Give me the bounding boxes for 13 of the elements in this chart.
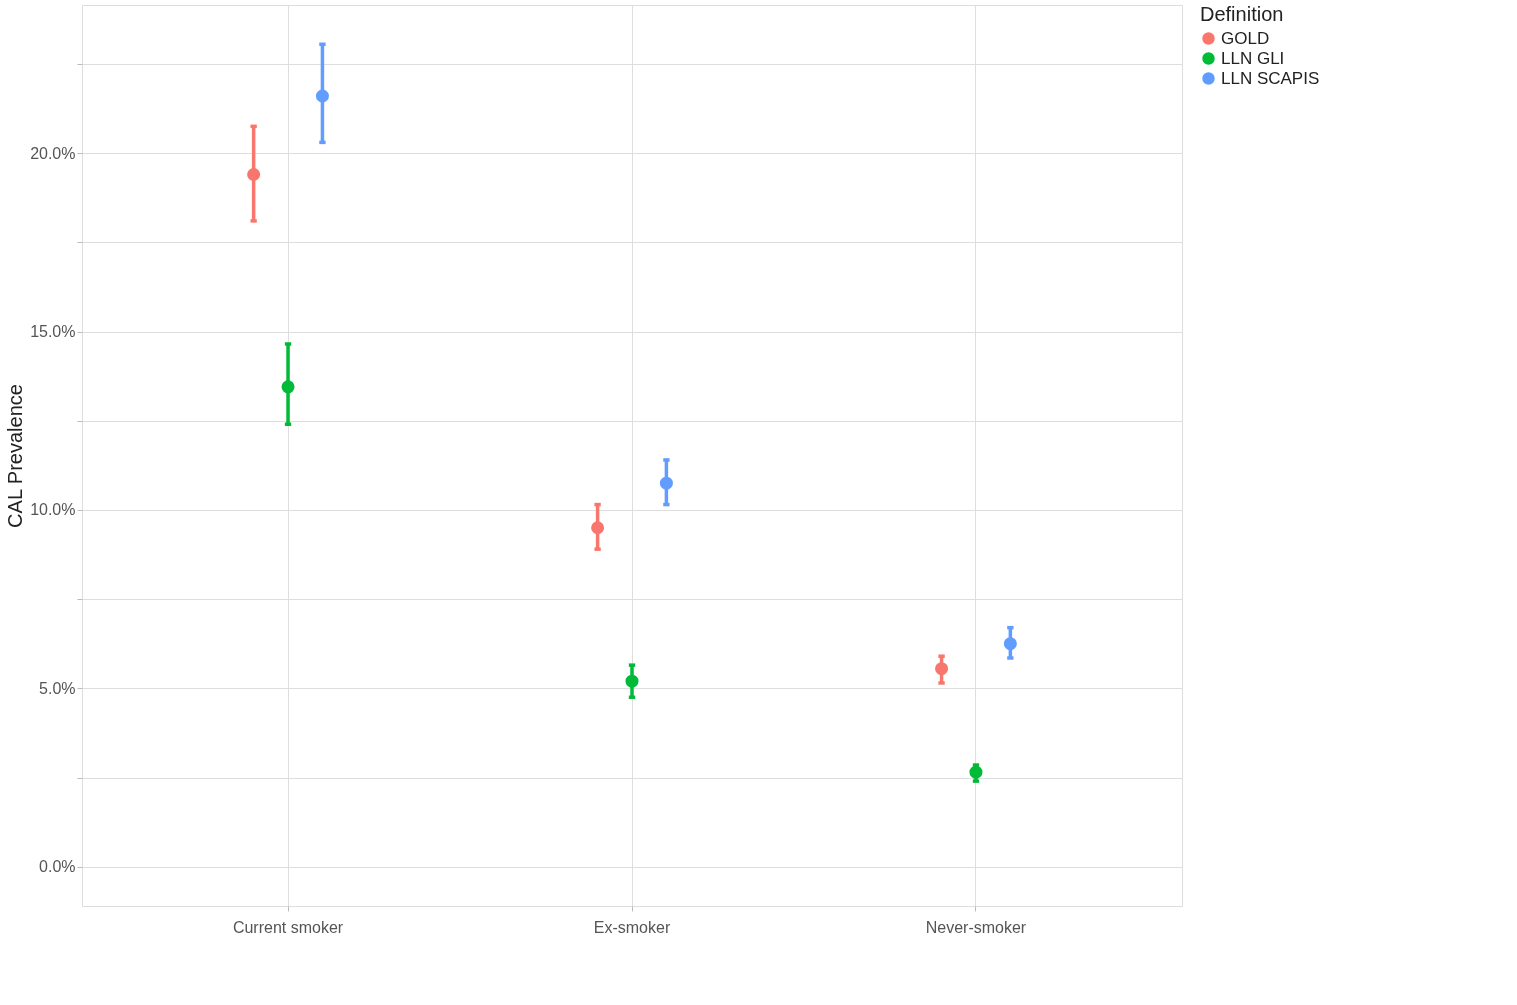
legend-title: Definition bbox=[1200, 3, 1284, 25]
legend-label: LLN GLI bbox=[1221, 48, 1285, 68]
y-tick-label: 5.0% bbox=[39, 679, 76, 697]
x-tick-label: Current smoker bbox=[232, 918, 344, 936]
y-axis-title: CAL Prevalence bbox=[4, 384, 27, 528]
x-tick-label: Ex-smoker bbox=[593, 918, 671, 936]
y-tick-label: 15.0% bbox=[30, 323, 76, 340]
x-tick-label: Never-smoker bbox=[925, 918, 1027, 936]
legend-label: GOLD bbox=[1221, 28, 1270, 48]
legend-label: LLN SCAPIS bbox=[1221, 68, 1320, 88]
y-tick-label: 10.0% bbox=[30, 501, 76, 519]
y-tick-label: 20.0% bbox=[30, 144, 76, 162]
y-tick-label: 0.0% bbox=[39, 858, 76, 876]
